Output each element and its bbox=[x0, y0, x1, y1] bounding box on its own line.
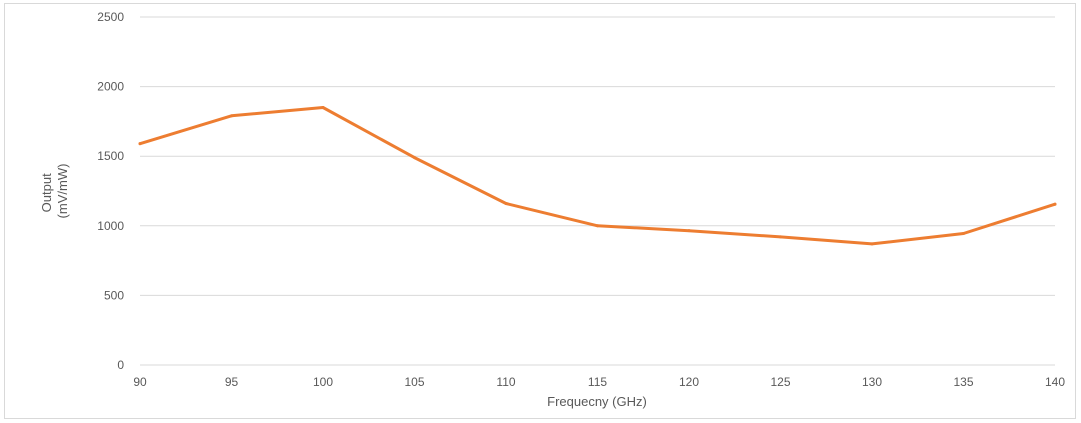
data-point bbox=[687, 229, 691, 233]
data-point bbox=[870, 242, 874, 246]
data-point bbox=[321, 105, 325, 109]
x-tick-label: 135 bbox=[953, 375, 973, 389]
x-tick-labels: 90 95 100 105 110 115 120 125 130 135 140 bbox=[133, 375, 1065, 389]
x-tick-label: 115 bbox=[588, 375, 607, 389]
data-point bbox=[138, 142, 142, 146]
y-tick-label: 2000 bbox=[97, 80, 124, 94]
x-tick-label: 130 bbox=[862, 375, 882, 389]
x-tick-label: 110 bbox=[496, 375, 515, 389]
data-point bbox=[504, 202, 508, 206]
y-axis-title: Output (mV/mW) bbox=[39, 164, 70, 219]
series-line-0 bbox=[138, 106, 1057, 246]
data-point bbox=[230, 114, 233, 118]
x-tick-label: 90 bbox=[133, 375, 147, 389]
x-tick-label: 105 bbox=[404, 375, 424, 389]
x-tick-label: 120 bbox=[679, 375, 699, 389]
data-point bbox=[596, 224, 599, 228]
data-point bbox=[1053, 202, 1057, 206]
x-axis-title: Frequecny (GHz) bbox=[547, 394, 647, 409]
y-tick-label: 1000 bbox=[97, 219, 124, 233]
y-axis-title-line-2: (mV/mW) bbox=[55, 164, 70, 219]
data-point bbox=[962, 231, 965, 235]
x-tick-label: 125 bbox=[770, 375, 790, 389]
x-tick-label: 100 bbox=[313, 375, 333, 389]
y-tick-label: 1500 bbox=[97, 149, 124, 163]
y-axis-title-line-1: Output bbox=[39, 173, 54, 212]
data-point bbox=[413, 156, 416, 160]
y-tick-label: 2500 bbox=[97, 10, 124, 24]
x-tick-label: 95 bbox=[225, 375, 239, 389]
data-point bbox=[779, 235, 782, 239]
series-layer bbox=[138, 105, 1057, 246]
y-tick-label: 0 bbox=[117, 358, 124, 372]
x-tick-label: 140 bbox=[1045, 375, 1065, 389]
y-tick-label: 500 bbox=[104, 288, 124, 302]
y-tick-labels: 0 500 1000 1500 2000 2500 bbox=[97, 10, 124, 372]
gridlines bbox=[140, 16, 1055, 366]
